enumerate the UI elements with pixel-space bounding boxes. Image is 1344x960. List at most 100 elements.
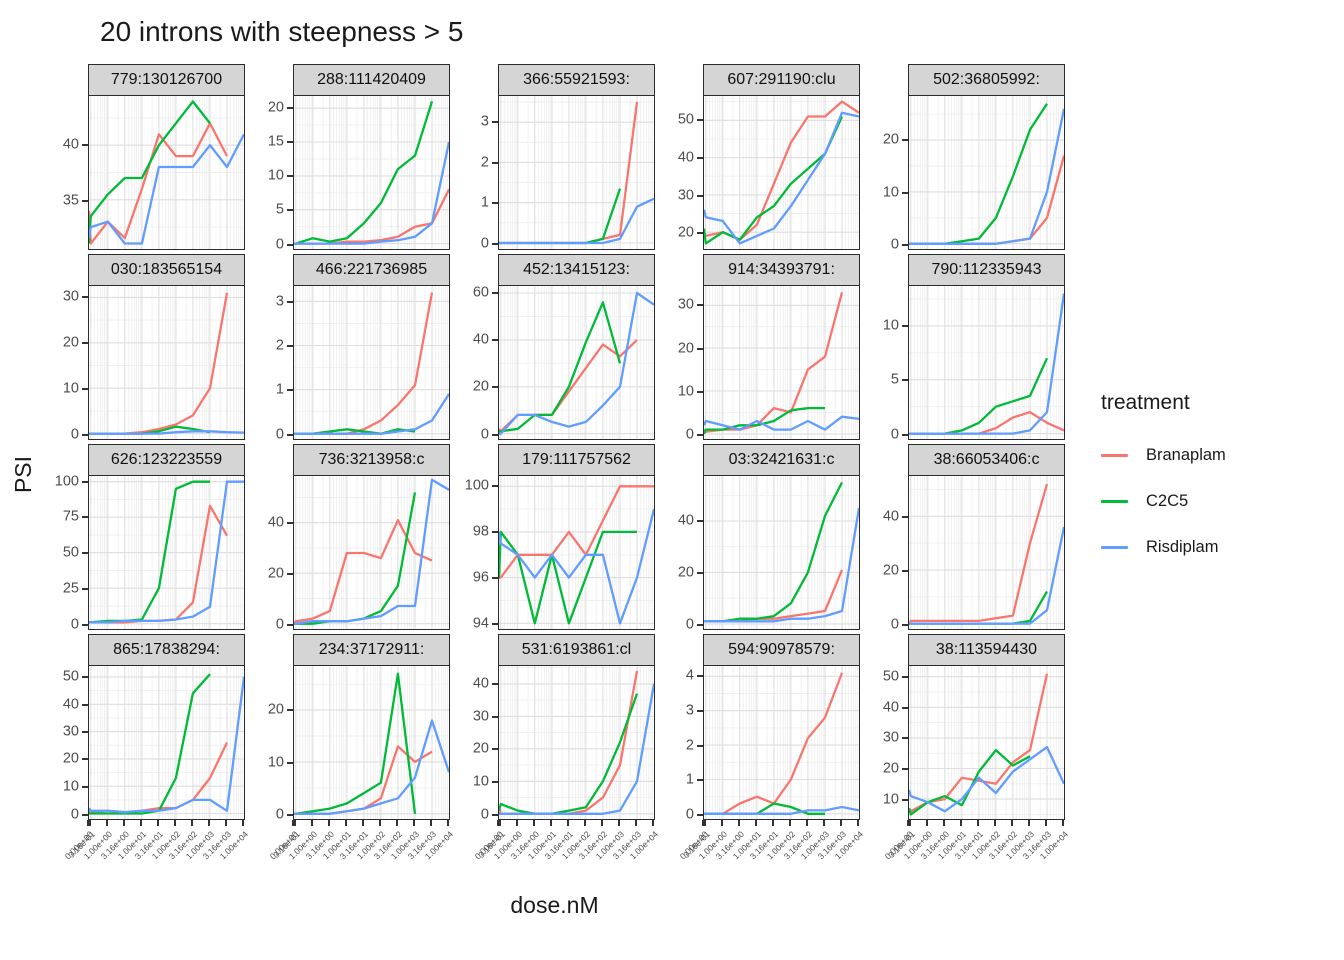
- y-tick-label: 25: [62, 580, 79, 597]
- y-tick-mark: [82, 199, 88, 202]
- facet-panel-svg: [909, 666, 1064, 819]
- legend-label: Risdiplam: [1146, 538, 1219, 556]
- x-tick-mark: [617, 820, 620, 826]
- facet-strip: 531:6193861:cl: [498, 634, 655, 666]
- facet-strip: 790:112335943: [908, 254, 1065, 286]
- facet-panel: [908, 666, 1065, 820]
- x-tick-mark: [87, 820, 89, 826]
- x-tick-mark: [942, 820, 945, 826]
- y-tick-mark: [492, 386, 498, 389]
- facet-strip: 288:111420409: [293, 64, 450, 96]
- x-tick-mark: [310, 820, 313, 826]
- y-axis: 0 10 20 30 40 50: [42, 666, 88, 822]
- y-tick-mark: [492, 531, 498, 534]
- facet-panel: [908, 476, 1065, 630]
- y-tick-label: 10: [882, 184, 899, 201]
- x-tick-mark: [498, 820, 501, 826]
- y-tick-mark: [82, 387, 88, 390]
- x-tick-mark: [207, 820, 210, 826]
- x-tick-mark: [447, 820, 449, 826]
- y-tick-mark: [697, 304, 703, 307]
- facet-cell: 594:90978579: 0 1 2 3 4 0.00e+00 3.16e-01 1.00e+…: [657, 634, 865, 884]
- x-tick-mark: [805, 820, 808, 826]
- facet-panel: [703, 96, 860, 250]
- x-tick-mark: [703, 820, 706, 826]
- x-tick-mark: [652, 820, 654, 826]
- x-tick-mark: [190, 820, 193, 826]
- y-tick-mark: [492, 202, 498, 205]
- x-tick-mark: [822, 820, 825, 826]
- y-axis: 35 40: [42, 96, 88, 250]
- y-tick-label: 0: [890, 616, 899, 633]
- y-tick-label: 0: [480, 426, 489, 443]
- y-tick-label: 4: [685, 668, 694, 685]
- y-tick-label: 3: [275, 293, 284, 310]
- x-tick-mark: [788, 820, 791, 826]
- y-tick-mark: [697, 520, 703, 523]
- x-tick-mark: [242, 820, 244, 826]
- facet-strip-label: 607:291190:clu: [727, 71, 836, 88]
- facet-strip-label: 38:66053406:c: [933, 451, 1040, 468]
- facet-panel: [293, 666, 450, 820]
- y-tick-label: 5: [890, 372, 899, 389]
- y-tick-mark: [902, 191, 908, 194]
- y-tick-label: 20: [267, 702, 284, 719]
- facet-strip-label: 790:112335943: [931, 261, 1042, 278]
- legend-item-risdiplam: Risdiplam: [1101, 538, 1297, 557]
- facet-strip-label: 626:123223559: [110, 451, 223, 468]
- y-tick-mark: [697, 675, 703, 678]
- y-tick-label: 2: [685, 737, 694, 754]
- legend-item-branaplam: Branaplam: [1101, 446, 1297, 465]
- facet-strip-label: 452:13415123:: [523, 261, 630, 278]
- y-tick-mark: [82, 516, 88, 519]
- x-tick-mark: [907, 820, 909, 826]
- x-tick-mark: [139, 820, 142, 826]
- y-tick-label: 20: [677, 340, 694, 357]
- y-tick-mark: [492, 292, 498, 295]
- y-tick-label: 3: [480, 114, 489, 131]
- x-tick-mark: [1062, 820, 1064, 826]
- facet-strip-label: 234:37172911:: [318, 641, 425, 658]
- x-tick-mark: [378, 820, 381, 826]
- facet-panel: [908, 286, 1065, 440]
- facet-panel-svg: [294, 96, 449, 249]
- y-tick-label: 2: [480, 154, 489, 171]
- x-tick-mark: [754, 820, 757, 826]
- facet-panel-svg: [909, 476, 1064, 629]
- y-axis: 94 96 98 100: [452, 476, 498, 632]
- y-tick-label: 40: [677, 149, 694, 166]
- facet-panel: [498, 96, 655, 250]
- x-tick-mark: [327, 820, 330, 826]
- y-tick-label: 10: [677, 383, 694, 400]
- facet-panel-svg: [294, 666, 449, 819]
- y-tick-mark: [287, 107, 293, 110]
- y-tick-mark: [492, 121, 498, 124]
- facet-strip: 914:34393791:: [703, 254, 860, 286]
- facet-cell: 790:112335943 0 5 10: [862, 254, 1067, 444]
- y-tick-label: 5: [275, 202, 284, 219]
- plot-body: PSI 779:130126700 35 40 288:111420409 0 5 10 15…: [6, 64, 1344, 884]
- x-tick-mark: [361, 820, 364, 826]
- x-tick-mark: [583, 820, 586, 826]
- y-tick-label: 30: [677, 187, 694, 204]
- x-tick-mark: [993, 820, 996, 826]
- y-tick-label: 2: [275, 337, 284, 354]
- facet-panel-svg: [704, 286, 859, 439]
- facet-strip: 38:66053406:c: [908, 444, 1065, 476]
- facet-strip-label: 914:34393791:: [728, 261, 835, 278]
- y-tick-label: 96: [472, 569, 489, 586]
- facet-strip-label: 366:55921593:: [523, 71, 630, 88]
- facet-cell: 234:37172911: 0 10 20 0.00e+00 3.16e-01 1.00e+…: [247, 634, 455, 884]
- y-tick-mark: [287, 813, 293, 816]
- y-axis: 0 1 2 3: [247, 286, 293, 442]
- facet-panel-svg: [704, 666, 859, 819]
- y-tick-label: 30: [677, 297, 694, 314]
- y-tick-label: 40: [472, 331, 489, 348]
- facet-cell: 626:123223559 0 25 50 75 100: [42, 444, 247, 634]
- c2c5-line-swatch: [1101, 500, 1128, 503]
- y-tick-mark: [492, 485, 498, 488]
- facet-cell: 607:291190:clu 20 30 40 50: [657, 64, 862, 254]
- y-tick-mark: [697, 156, 703, 159]
- y-tick-label: 40: [62, 137, 79, 154]
- y-tick-mark: [697, 572, 703, 575]
